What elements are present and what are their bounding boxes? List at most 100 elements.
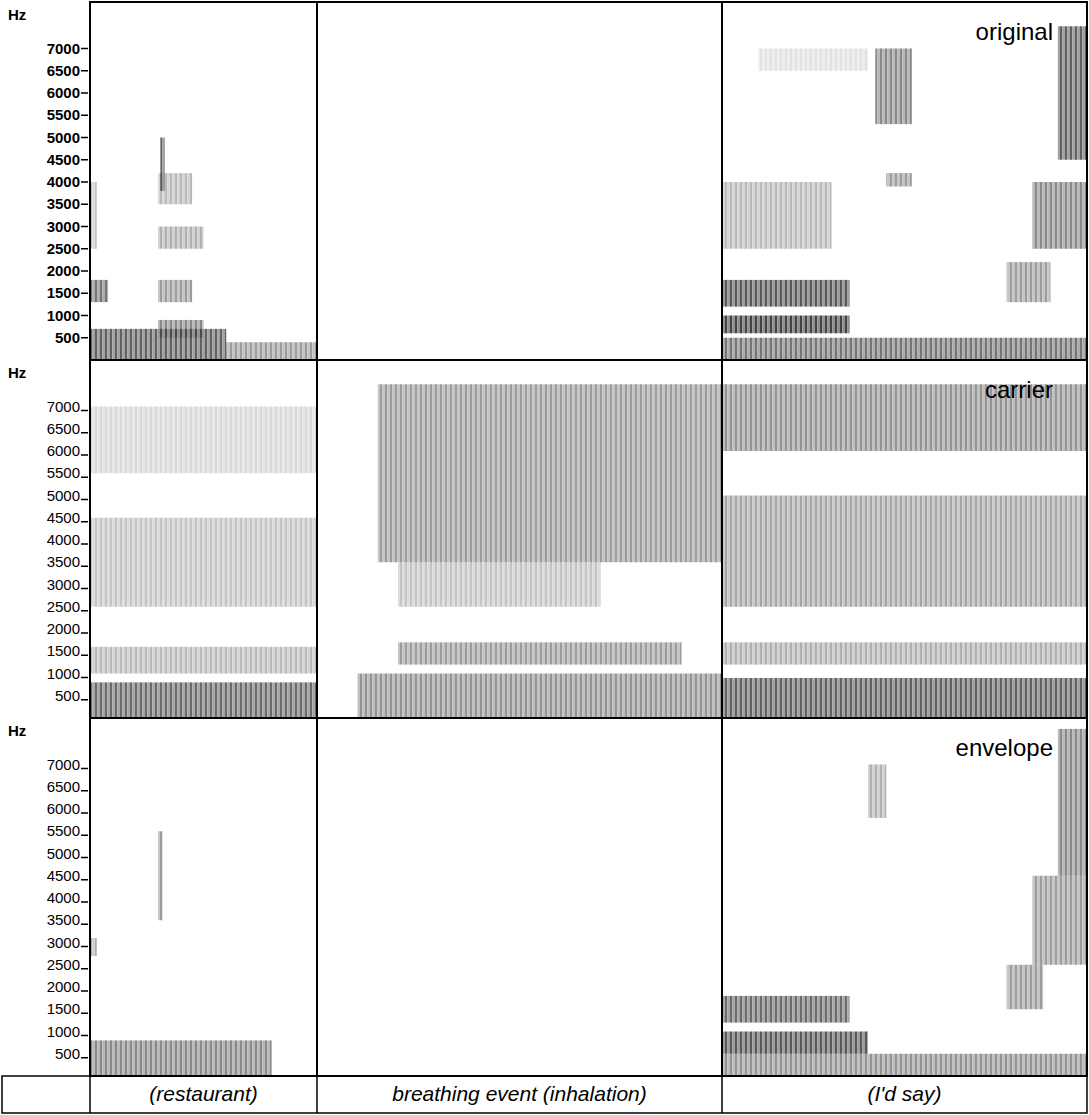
frame bbox=[90, 360, 1087, 718]
energy-band bbox=[158, 831, 163, 920]
tick bbox=[81, 632, 88, 634]
spectrogram bbox=[90, 729, 1087, 1076]
tick-label: 7000 bbox=[47, 40, 80, 57]
tick bbox=[81, 655, 88, 657]
energy-band bbox=[90, 407, 317, 474]
tick-label: 7000 bbox=[47, 398, 80, 415]
energy-band bbox=[868, 765, 886, 818]
tick-label: 1500 bbox=[47, 642, 80, 659]
tick-label: 6000 bbox=[47, 800, 80, 817]
energy-band bbox=[90, 682, 317, 718]
tick bbox=[81, 315, 88, 317]
energy-band bbox=[1058, 26, 1087, 160]
panel: 5001000150020002500300035004000450050005… bbox=[8, 2, 1087, 360]
energy-band bbox=[158, 227, 203, 249]
tick-label: 1500 bbox=[47, 1000, 80, 1017]
tick-label: 1500 bbox=[47, 284, 80, 301]
divider bbox=[721, 360, 723, 718]
tick bbox=[81, 1013, 88, 1015]
tick-label: 5500 bbox=[47, 822, 80, 839]
tick-label: 5000 bbox=[47, 487, 80, 504]
energy-band bbox=[358, 674, 723, 719]
energy-band bbox=[158, 320, 203, 338]
tick bbox=[81, 70, 88, 72]
tick-label: 1000 bbox=[47, 665, 80, 682]
segment-label: breathing event (inhalation) bbox=[392, 1082, 647, 1105]
energy-band bbox=[722, 496, 1087, 607]
energy-band bbox=[722, 182, 832, 249]
tick bbox=[81, 204, 88, 206]
panel: 5001000150020002500300035004000450050005… bbox=[8, 360, 1087, 718]
energy-band bbox=[1007, 262, 1051, 302]
tick bbox=[81, 410, 88, 412]
energy-band bbox=[722, 316, 850, 334]
axis-label: Hz bbox=[8, 722, 26, 739]
tick bbox=[81, 566, 88, 568]
tick-label: 6000 bbox=[47, 84, 80, 101]
tick-label: 1000 bbox=[47, 1023, 80, 1040]
tick bbox=[81, 879, 88, 881]
tick-label: 500 bbox=[55, 687, 80, 704]
tick-label: 4500 bbox=[47, 867, 80, 884]
energy-band bbox=[875, 49, 912, 125]
energy-band bbox=[90, 1040, 272, 1076]
tick bbox=[81, 92, 88, 94]
energy-band bbox=[722, 996, 850, 1023]
figure: 5001000150020002500300035004000450050005… bbox=[0, 0, 1089, 1115]
spectrogram bbox=[90, 384, 1087, 718]
energy-band bbox=[1032, 182, 1087, 249]
tick-label: 3500 bbox=[47, 911, 80, 928]
divider bbox=[316, 360, 318, 718]
energy-band bbox=[722, 1054, 1087, 1076]
tick bbox=[81, 901, 88, 903]
tick bbox=[81, 543, 88, 545]
energy-band bbox=[90, 518, 317, 607]
energy-band bbox=[398, 562, 601, 607]
tick-label: 6500 bbox=[47, 420, 80, 437]
segment-label: (I'd say) bbox=[867, 1082, 941, 1105]
tick-label: 5500 bbox=[47, 464, 80, 481]
divider bbox=[721, 2, 723, 360]
frame bbox=[90, 718, 1087, 1076]
tick-label: 7000 bbox=[47, 756, 80, 773]
tick-label: 3000 bbox=[47, 576, 80, 593]
tick bbox=[81, 768, 88, 770]
spectrogram bbox=[90, 26, 1087, 360]
tick bbox=[81, 588, 88, 590]
tick bbox=[81, 990, 88, 992]
tick-label: 4000 bbox=[47, 173, 80, 190]
tick-label: 4500 bbox=[47, 509, 80, 526]
tick bbox=[81, 790, 88, 792]
segment-label: (restaurant) bbox=[149, 1082, 258, 1105]
tick-label: 2500 bbox=[47, 598, 80, 615]
tick-label: 4000 bbox=[47, 531, 80, 548]
tick bbox=[81, 968, 88, 970]
energy-band bbox=[90, 182, 97, 249]
panel: 5001000150020002500300035004000450050005… bbox=[8, 718, 1087, 1076]
energy-band bbox=[1032, 876, 1087, 965]
tick-label: 4500 bbox=[47, 151, 80, 168]
tick-label: 5000 bbox=[47, 129, 80, 146]
panel-title: envelope bbox=[956, 734, 1053, 761]
energy-band bbox=[1007, 965, 1043, 1010]
tick bbox=[81, 432, 88, 434]
tick bbox=[81, 835, 88, 837]
tick bbox=[81, 248, 88, 250]
tick-label: 5500 bbox=[47, 106, 80, 123]
tick bbox=[81, 857, 88, 859]
tick bbox=[81, 924, 88, 926]
divider bbox=[316, 718, 318, 1076]
segment-labels: (restaurant) breathing event (inhalation)… bbox=[2, 1076, 1087, 1113]
tick bbox=[81, 699, 88, 701]
tick bbox=[81, 1035, 88, 1037]
tick-label: 6500 bbox=[47, 62, 80, 79]
tick-label: 500 bbox=[55, 1045, 80, 1062]
tick bbox=[81, 477, 88, 479]
energy-band bbox=[722, 280, 850, 307]
divider bbox=[316, 1076, 318, 1113]
energy-band bbox=[1058, 729, 1087, 876]
energy-band bbox=[90, 280, 108, 302]
tick bbox=[81, 812, 88, 814]
energy-band bbox=[398, 642, 682, 664]
divider bbox=[89, 1076, 91, 1113]
